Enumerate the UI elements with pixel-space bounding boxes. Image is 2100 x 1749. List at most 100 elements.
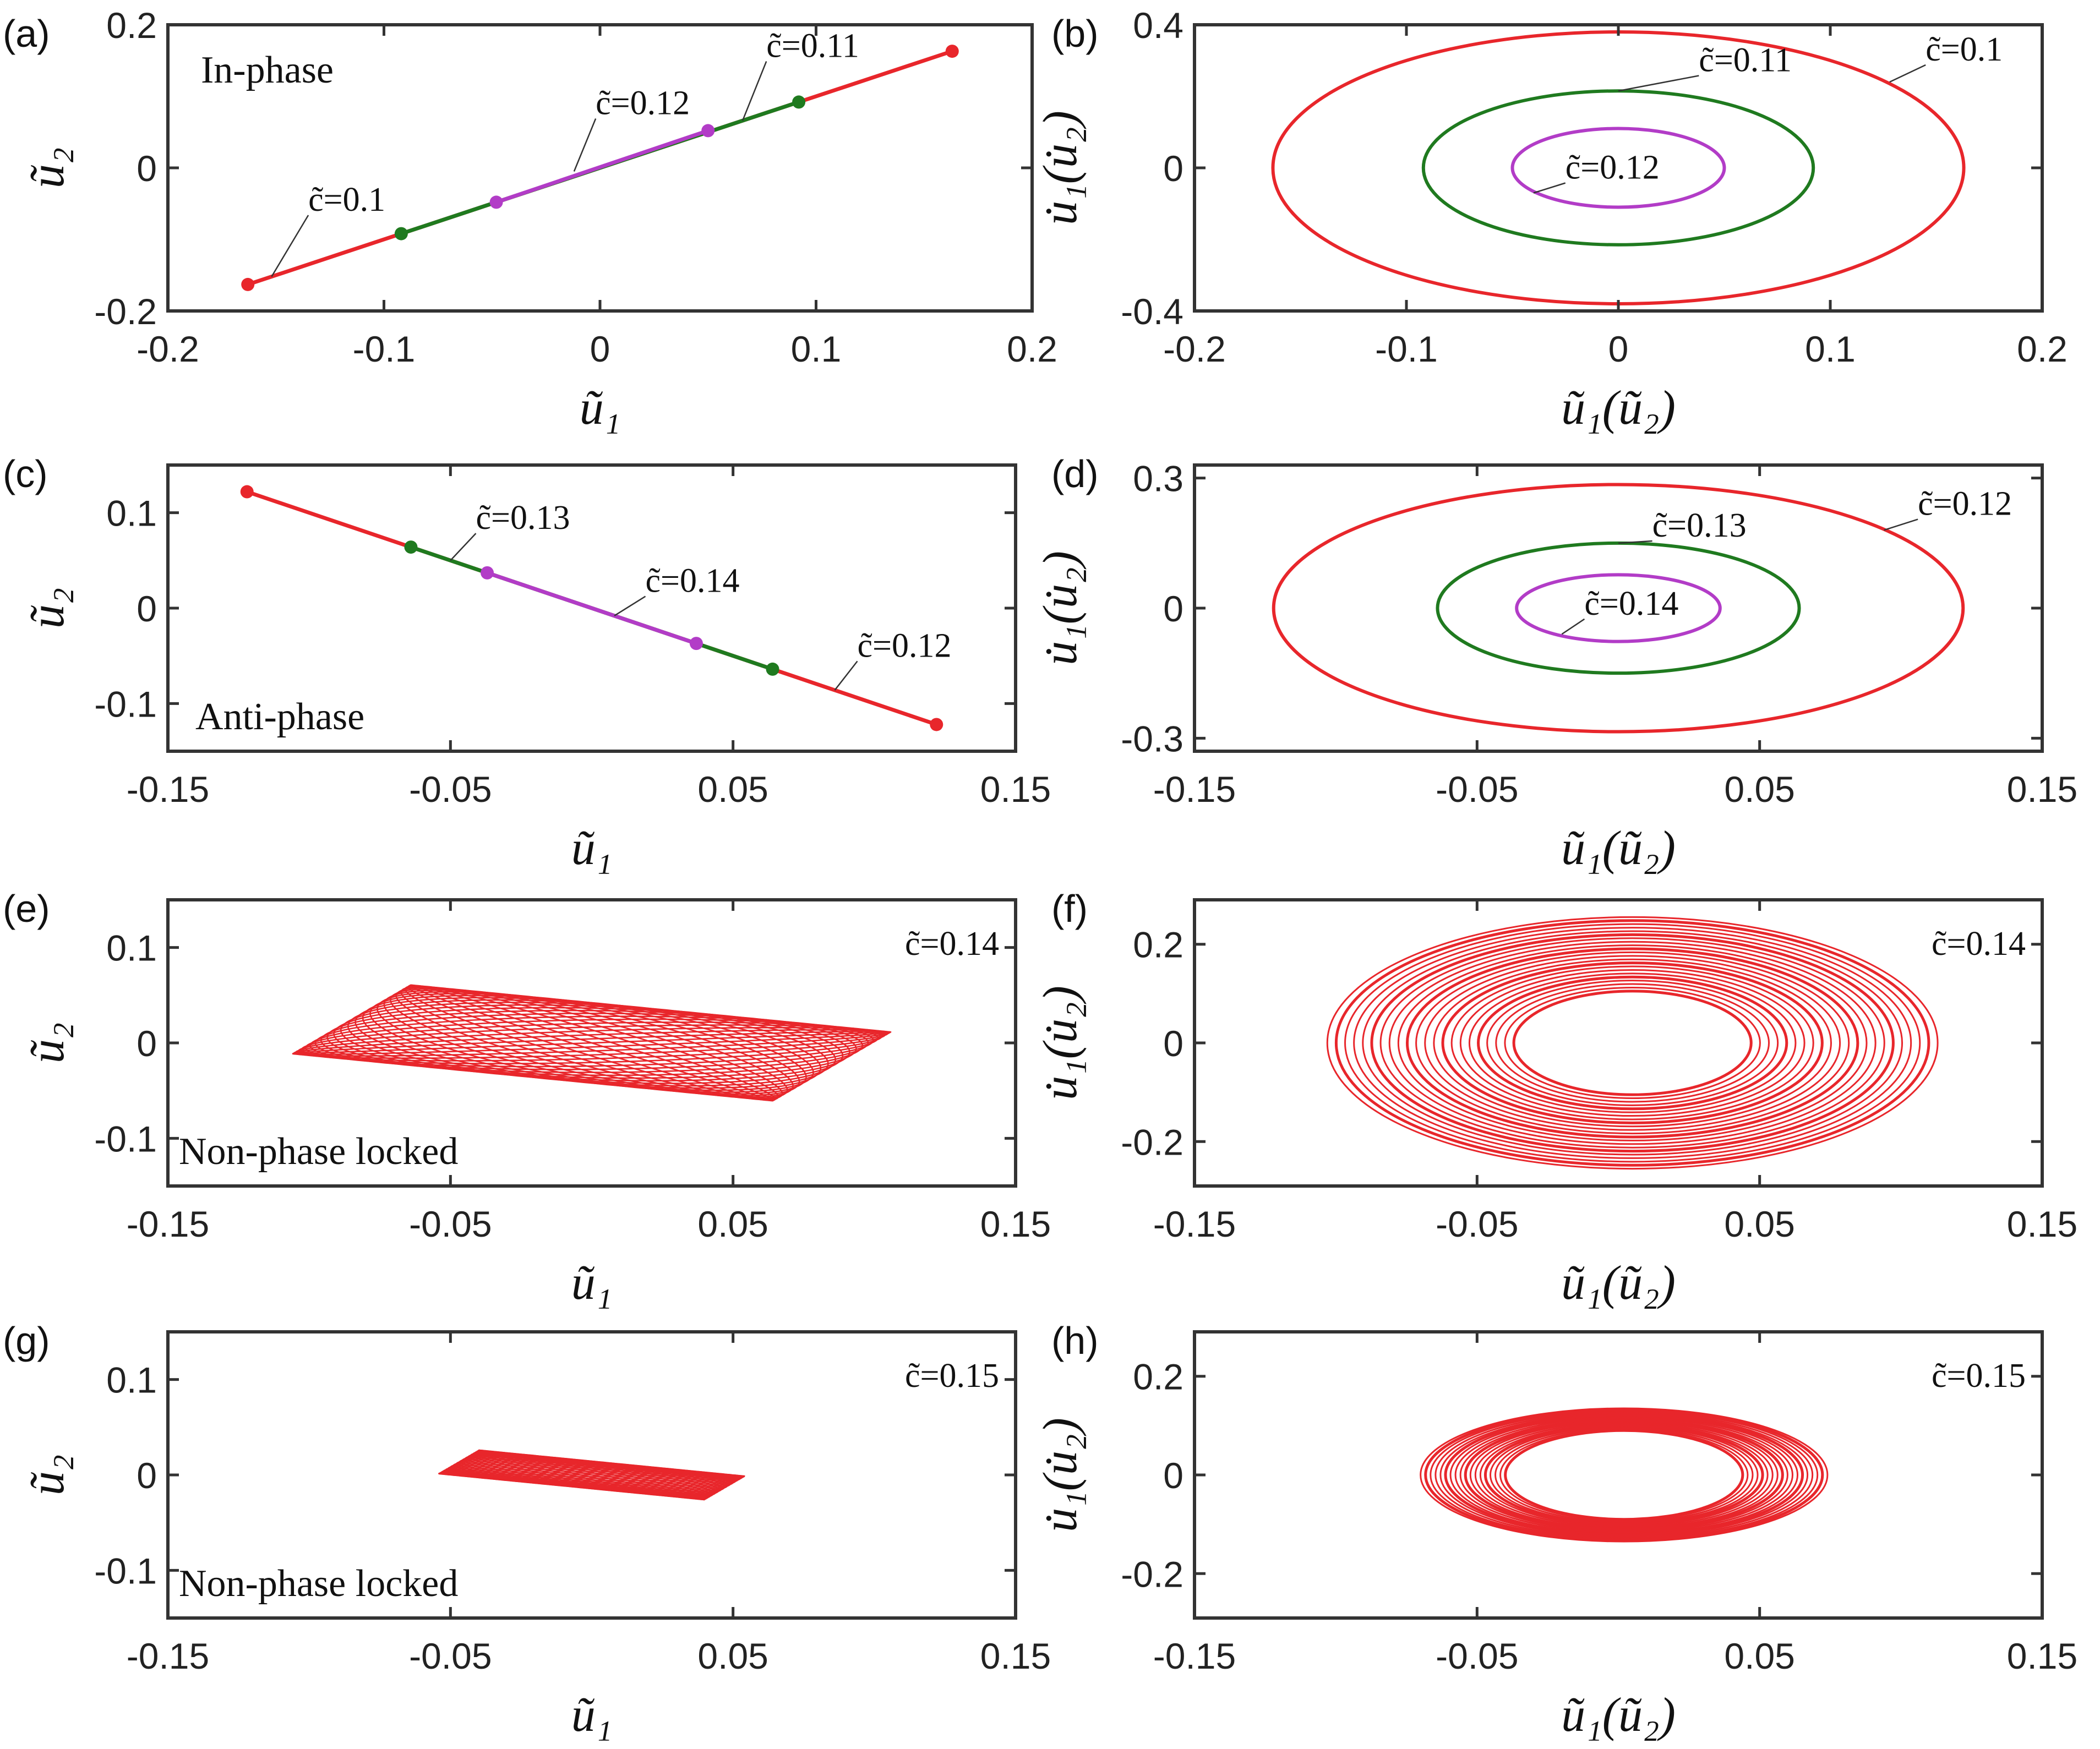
panel-h-trajectory-ring [1454,1417,1793,1533]
panel-e-trajectory [320,1009,864,1076]
panel-d-annotation: c̃=0.14 [1584,585,1678,622]
panel-b-xtick-label: -0.1 [1375,329,1438,369]
panel-g-xtick-label: -0.05 [409,1636,492,1676]
panel-d-orbit-red [1272,483,1965,734]
panel-g-ytick-label: -0.1 [94,1550,157,1591]
panel-h-trajectory-ring [1434,1411,1814,1539]
panel-d-xtick-label: -0.05 [1436,769,1518,810]
panel-a-xtick-label: 0 [590,329,610,369]
panel-a-ytick-label: 0.2 [106,5,157,46]
panel-b-ytick-label: 0.4 [1133,5,1183,46]
panel-d-plot-area [1272,483,1965,734]
panel-e-trajectory [400,986,783,1100]
panel-h-xtick-label: -0.15 [1153,1636,1236,1676]
panel-d-annotation-leader [1884,518,1918,531]
panel-d-orbit-purple [1515,573,1722,643]
panel-a-ytick-label: -0.2 [94,291,157,332]
panel-a-xtick-label: 0.2 [1007,329,1057,369]
panel-e-xlabel: ũ₁ [571,1256,613,1310]
panel-d-ytick-label: 0.3 [1133,458,1183,499]
panel-h-ytick-label: 0.2 [1133,1357,1183,1397]
panel-h-trajectory-ring [1479,1423,1769,1527]
panel-a-series-purple [495,129,709,204]
panel-a-regime-note: In-phase [201,49,334,91]
panel-h-ytick-label: 0 [1163,1455,1183,1496]
panel-a: c̃=0.1 c̃=0.12 c̃=0.11 -0.2 -0.1 0 0.1 0.2 -0.2 0… [3,5,1057,435]
panel-c-point-red [240,485,254,499]
panel-e-trajectory [292,1031,891,1055]
panel-a-plot-area [241,45,959,291]
panel-c-annotation: c̃=0.14 [646,562,740,600]
panel-f-ytick-label: -0.2 [1121,1122,1183,1162]
panel-e-trajectory [395,987,788,1099]
panel-h-trajectory-ring [1469,1420,1779,1529]
panel-h-trajectory-ring [1483,1424,1764,1526]
panel-g-parameter-label: c̃=0.15 [905,1357,999,1395]
panel-f-trajectory-ring [1504,986,1761,1100]
panel-f-trajectory-ring [1459,969,1806,1117]
panel-h: -0.15 -0.05 0.05 0.15 -0.2 0 0.2 (h) ũ₁(ũ₂) u̇₁(u… [1034,1319,2077,1742]
panel-e-trajectory [390,988,794,1098]
panel-c-label: (c) [3,452,48,495]
panel-a-annotation: c̃=0.12 [596,85,690,122]
panel-d-annotation: c̃=0.13 [1652,507,1747,544]
panel-f-trajectory-ring [1326,916,1939,1170]
panel-d-annotation-leader [1561,618,1585,635]
panel-h-trajectory-ring [1504,1429,1744,1521]
panel-g-xtick-label: 0.15 [980,1636,1051,1676]
panel-f-xlabel: ũ₁(ũ₂) [1561,1256,1676,1310]
panel-a-point-green [394,227,408,241]
panel-e-trajectory [326,1007,857,1079]
panel-f-trajectory-ring [1353,927,1912,1159]
panel-a-xtick-label: -0.1 [353,329,416,369]
panel-h-plot-area [1420,1407,1829,1543]
panel-f-trajectory-ring [1388,941,1877,1145]
panel-a-point-red [241,277,255,291]
panel-d-annotation-leader [1618,540,1652,544]
panel-b: c̃=0.1 c̃=0.11 c̃=0.12 -0.2 -0.1 0 0.1 0.2 -0.4 0… [1034,5,2068,435]
panel-f-trajectory-ring [1441,961,1824,1124]
panel-h-trajectory-ring [1474,1422,1774,1528]
panel-e-trajectory [292,1030,892,1056]
panel-e-trajectory [347,999,837,1087]
panel-d-ylabel: u̇₁(u̇₂) [1034,551,1087,665]
panel-g-ytick-label: 0 [137,1455,157,1496]
panel-b-ylabel: u̇₁(u̇₂) [1034,111,1087,225]
panel-f-trajectory-ring [1397,944,1868,1141]
panel-d-xlabel: ũ₁(ũ₂) [1561,822,1676,875]
panel-e-trajectory [383,989,800,1097]
panel-b-annotation-leader [1889,64,1926,83]
panel-h-trajectory-ring [1424,1408,1824,1542]
panel-b-annotation: c̃=0.11 [1699,42,1792,79]
panel-e-label: (e) [3,887,50,930]
panel-h-trajectory-ring [1499,1428,1749,1522]
panel-g-trajectory [474,1450,710,1500]
panel-c-ytick-label: 0.1 [106,493,157,534]
panel-a-annotation-leader [741,61,767,121]
panel-b-annotation-leader [1618,75,1699,92]
panel-d-xtick-label: -0.15 [1153,769,1236,810]
panel-f-trajectory-ring [1344,923,1921,1163]
panel-c-annotation: c̃=0.12 [858,627,952,664]
panel-e-parameter-label: c̃=0.14 [905,925,999,963]
panel-f-trajectory-ring [1424,955,1841,1131]
panel-h-xtick-label: -0.05 [1436,1636,1518,1676]
panel-e-trajectory [407,985,776,1101]
panel-d-annotation: c̃=0.12 [1918,485,2012,523]
panel-f-trajectory-ring [1477,975,1788,1111]
panel-g-xtick-label: 0.05 [697,1636,768,1676]
panel-d-ytick-label: 0 [1163,588,1183,629]
panel-g-trajectory [477,1450,706,1500]
panel-b-annotation-leader [1533,182,1566,194]
panel-f-xtick-label: -0.05 [1436,1204,1518,1244]
panel-h-trajectory-ring [1444,1413,1804,1537]
panel-f-plot-area [1326,916,1939,1170]
panel-h-frame [1193,1330,2044,1620]
panel-c-point-green [404,540,418,554]
panel-a-ytick-label: 0 [137,148,157,189]
panel-e-trajectory [404,985,779,1101]
panel-f-trajectory-ring [1450,965,1814,1121]
panel-h-trajectory-ring [1489,1425,1759,1524]
panel-e-xtick-label: 0.15 [980,1204,1051,1244]
panel-c-annotation-leader [614,595,646,616]
